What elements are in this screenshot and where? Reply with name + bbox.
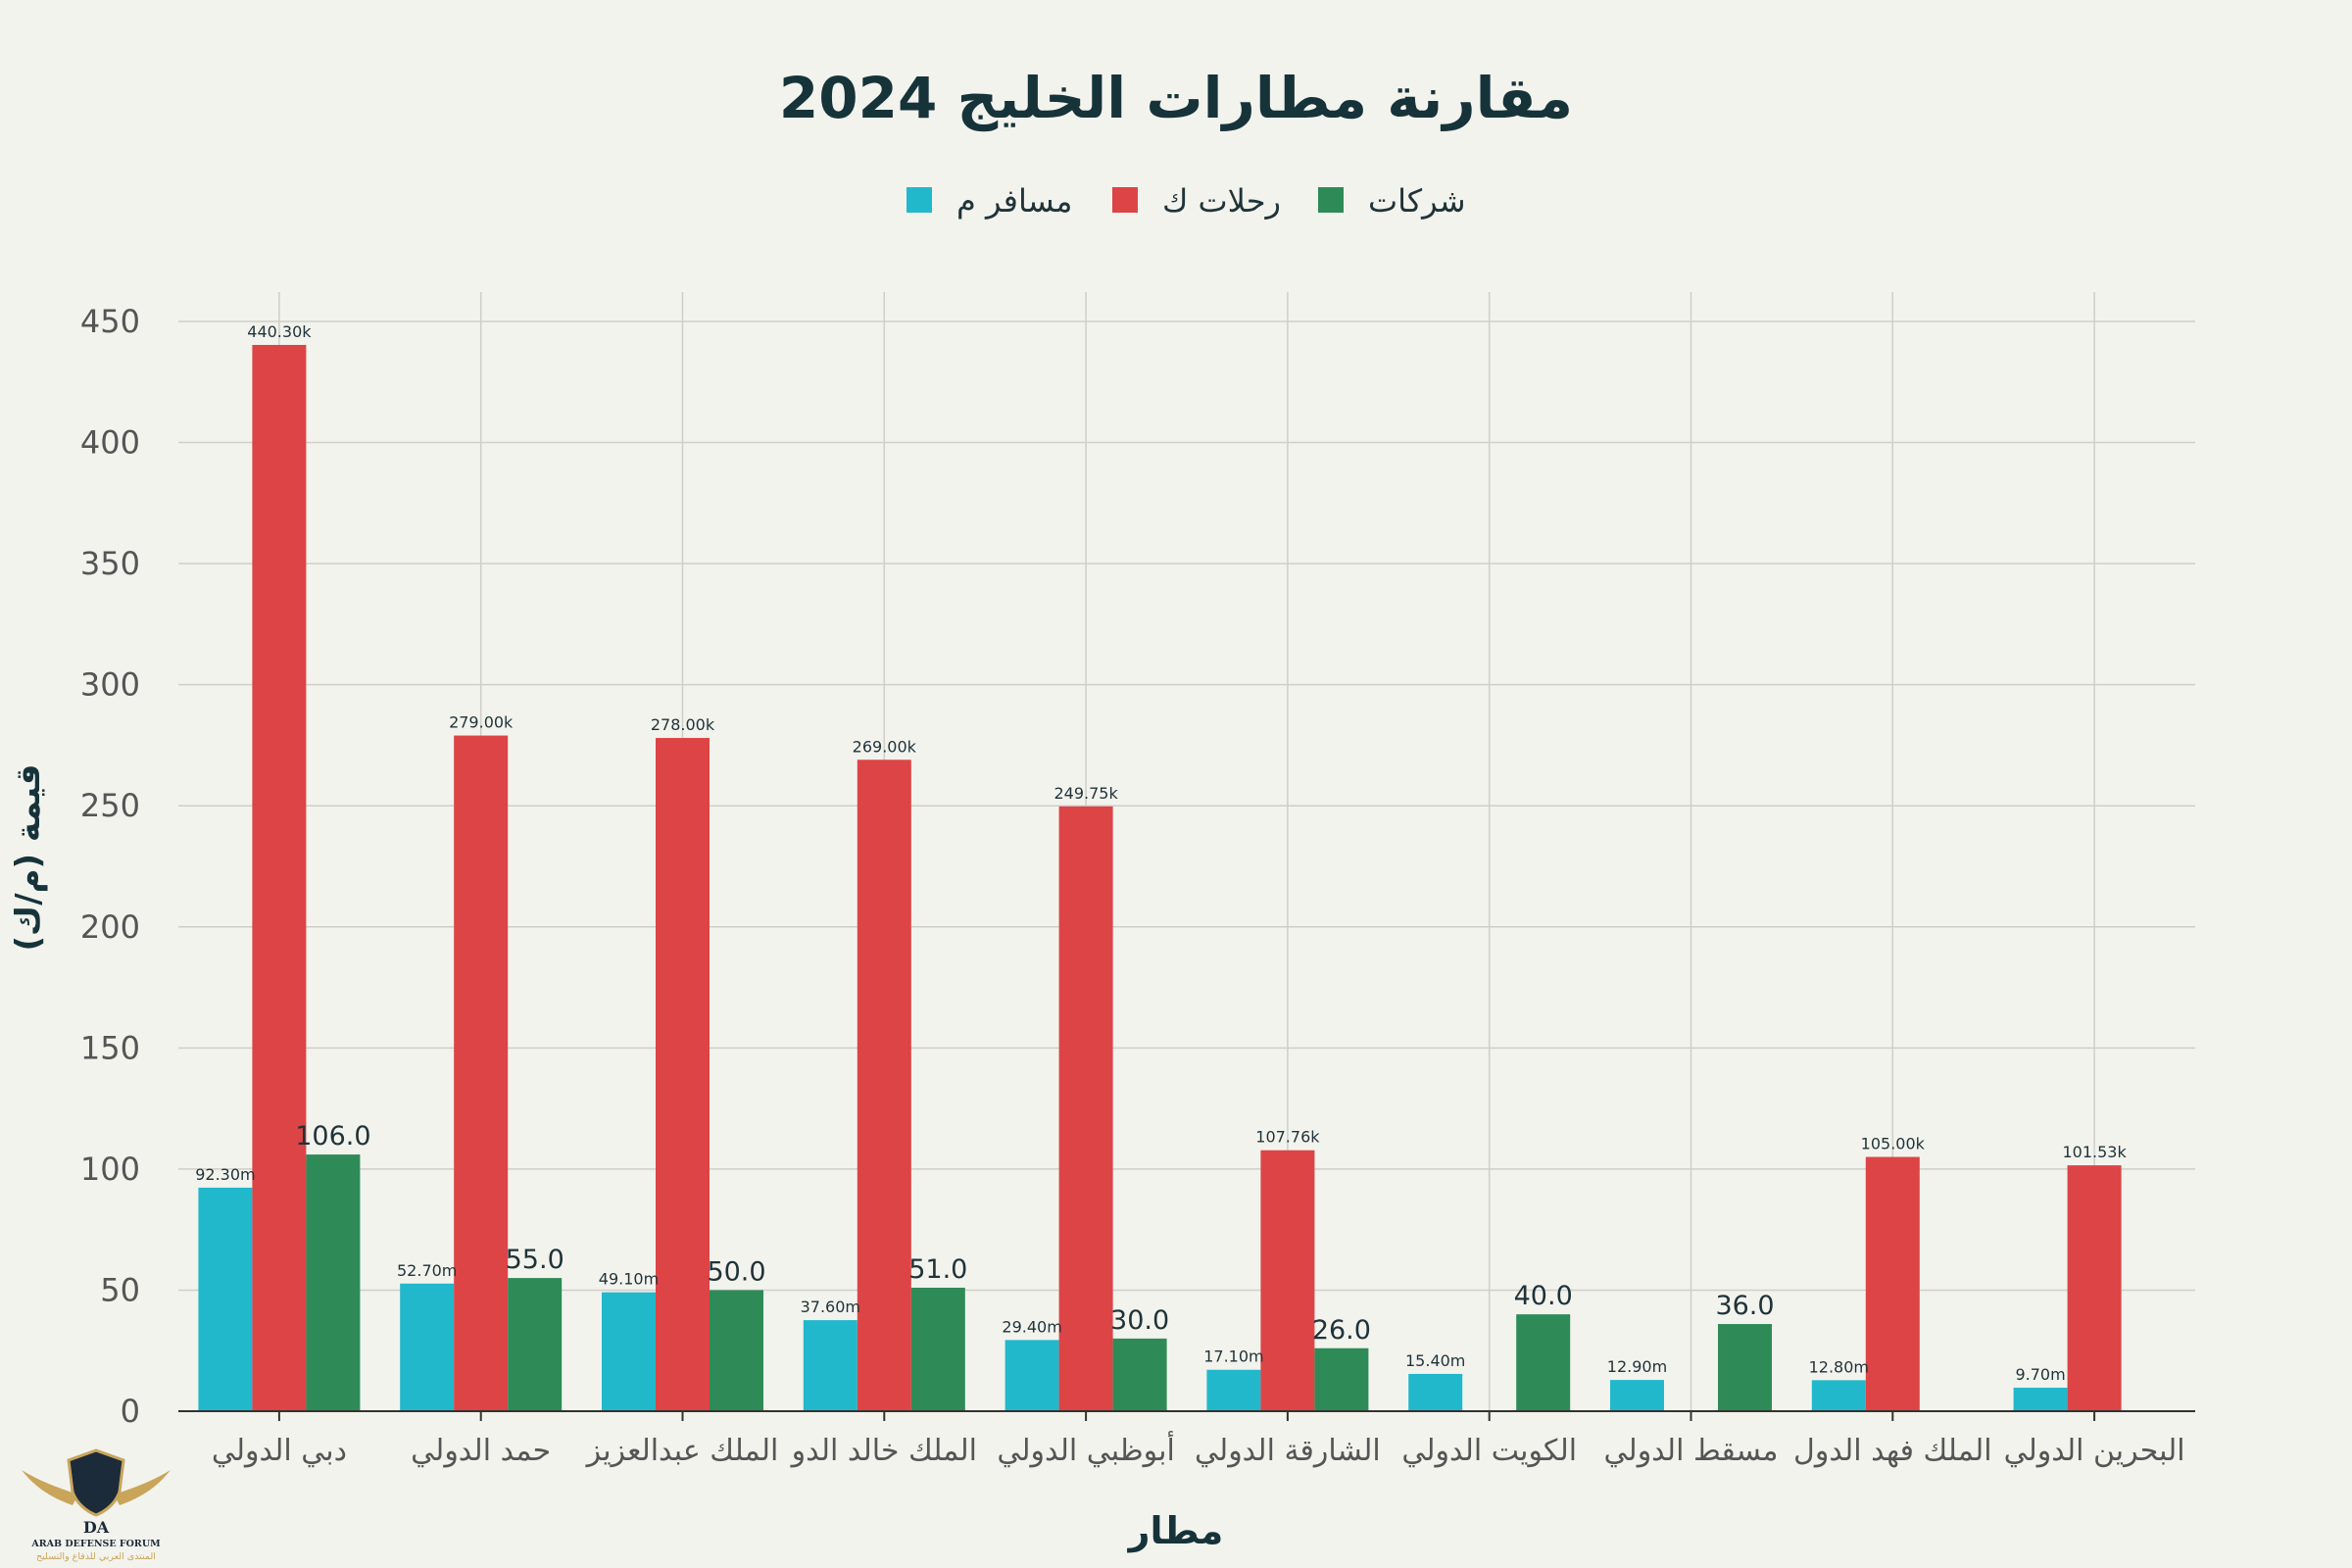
logo-wing-left-icon [22, 1470, 78, 1505]
bar [803, 1320, 858, 1411]
bar [2013, 1388, 2068, 1411]
legend-swatch [906, 187, 932, 213]
x-axis-title: مطار [1127, 1509, 1224, 1552]
legend-label: مسافر م [956, 182, 1072, 220]
bar [1865, 1156, 1920, 1411]
y-tick-label: 250 [80, 787, 140, 824]
bar [1112, 1338, 1167, 1411]
bar-value-label: 440.30k [247, 322, 312, 341]
x-tick-label: الملك خالد الدو [790, 1434, 977, 1468]
x-tick-label: الملك فهد الدول [1793, 1434, 1992, 1468]
bar [857, 760, 911, 1411]
bar-value-label: 55.0 [506, 1245, 564, 1275]
bar-value-label: 105.00k [1861, 1135, 1926, 1153]
bar-value-label: 36.0 [1715, 1291, 1774, 1321]
logo-shield-icon [67, 1448, 125, 1517]
bar [1610, 1380, 1664, 1411]
y-axis: 0 50 100 150 200 250 300 350 400 450 [80, 303, 140, 1430]
y-tick-label: 50 [100, 1271, 140, 1308]
bar-value-label: 50.0 [707, 1256, 765, 1287]
bar-value-label: 26.0 [1312, 1315, 1371, 1346]
x-tick-label: الملك عبدالعزيز [585, 1434, 779, 1468]
bar-value-label: 249.75k [1054, 784, 1118, 803]
bar-value-label: 92.30m [195, 1165, 255, 1184]
bar [602, 1292, 656, 1411]
x-tick-label: الكويت الدولي [1401, 1434, 1577, 1468]
bar-value-label: 52.70m [397, 1261, 457, 1280]
bar [1811, 1380, 1866, 1411]
bar [1004, 1340, 1059, 1411]
bar [710, 1290, 763, 1411]
arab-defense-forum-logo: DA ARAB DEFENSE FORUM المنتدى العربي للد… [22, 1448, 171, 1562]
bar-value-label: 9.70m [2015, 1365, 2065, 1384]
bar [400, 1283, 455, 1411]
x-tick-label: مسقط الدولي [1604, 1434, 1779, 1468]
bar-value-label: 29.40m [1002, 1317, 1061, 1336]
y-tick-label: 150 [80, 1029, 140, 1066]
bar-value-label: 106.0 [295, 1121, 370, 1152]
bar-value-label: 30.0 [1110, 1305, 1169, 1336]
x-tick-label: حمد الدولي [411, 1434, 551, 1468]
y-tick-label: 0 [121, 1393, 140, 1430]
bar [2067, 1165, 2122, 1411]
x-tick-label: الشارقة الدولي [1195, 1434, 1381, 1468]
y-axis-title: قيمة (م/ك) [9, 764, 48, 952]
bar [198, 1187, 253, 1411]
bar-value-label: 17.10m [1203, 1348, 1263, 1366]
x-tick-label: البحرين الدولي [2004, 1434, 2185, 1468]
bar [508, 1278, 563, 1411]
legend-swatch [1112, 187, 1138, 213]
y-tick-label: 350 [80, 545, 140, 582]
legend-label: شركات [1368, 182, 1466, 220]
bar [1408, 1373, 1463, 1411]
y-tick-label: 450 [80, 303, 140, 340]
legend-label: رحلات ك [1162, 182, 1281, 220]
chart-title: مقارنة مطارات الخليج 2024 [779, 65, 1573, 132]
bar [1314, 1348, 1369, 1411]
y-tick-label: 300 [80, 666, 140, 704]
bar-value-label: 15.40m [1405, 1351, 1465, 1370]
bar [656, 738, 710, 1411]
bar-value-label: 51.0 [908, 1254, 967, 1285]
logo-text-en: ARAB DEFENSE FORUM [30, 1539, 161, 1549]
logo-wing-right-icon [114, 1470, 171, 1505]
bar [454, 735, 509, 1411]
bar-value-label: 269.00k [853, 737, 917, 756]
bar-labels: 92.30m 52.70m 49.10m 37.60m 29.40m 17.10m 15.4… [195, 322, 2127, 1384]
bar-value-label: 107.76k [1255, 1128, 1320, 1147]
bar [1206, 1369, 1261, 1411]
bar-value-label: 12.80m [1809, 1357, 1869, 1376]
bar-value-label: 278.00k [651, 715, 715, 734]
bar [252, 344, 307, 1412]
bar-value-label: 12.90m [1607, 1357, 1667, 1376]
bar [1260, 1150, 1315, 1411]
bar [306, 1154, 361, 1411]
bar [1718, 1324, 1772, 1411]
x-tick-label: دبي الدولي [212, 1434, 347, 1468]
bar [1516, 1314, 1571, 1411]
x-tick-label: أبوظبي الدولي [997, 1430, 1175, 1468]
logo-mark: DA [83, 1518, 110, 1537]
legend-swatch [1318, 187, 1344, 213]
y-tick-label: 100 [80, 1151, 140, 1188]
y-tick-label: 200 [80, 908, 140, 946]
x-axis: دبي الدولي حمد الدولي الملك عبدالعزيز الملك… [178, 1410, 2195, 1468]
bar-value-label: 279.00k [449, 713, 514, 732]
legend: مسافر م رحلات ك شركات [906, 182, 1466, 220]
bar [1058, 806, 1113, 1411]
logo-text-ar: المنتدى العربي للدفاع والتسليح [36, 1551, 156, 1562]
bars [198, 344, 2122, 1412]
bar-value-label: 101.53k [2062, 1143, 2127, 1161]
bar-value-label: 49.10m [599, 1270, 659, 1289]
bar-value-label: 37.60m [801, 1298, 860, 1316]
bar-value-label: 40.0 [1514, 1281, 1573, 1311]
y-tick-label: 400 [80, 424, 140, 462]
bar [910, 1287, 965, 1411]
